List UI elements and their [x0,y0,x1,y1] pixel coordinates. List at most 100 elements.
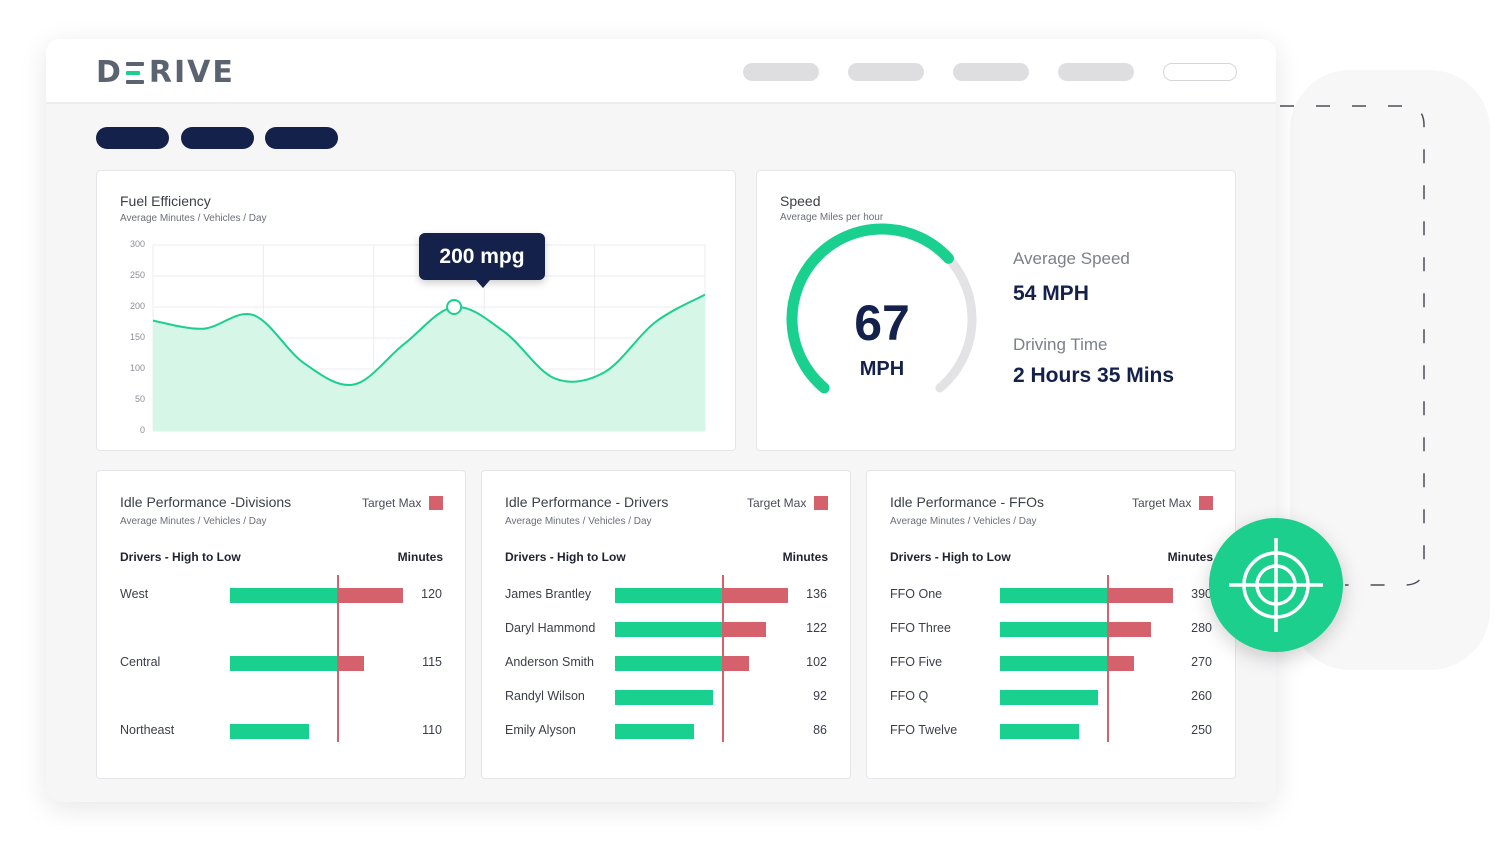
bar-actual[interactable] [1000,588,1108,603]
row-label: FFO Three [890,621,951,635]
bar-actual[interactable] [230,656,338,671]
bar-actual[interactable] [230,588,338,603]
nav-item-3[interactable] [953,63,1029,81]
nav-outline-button[interactable] [1163,63,1237,81]
row-label: Northeast [120,723,175,737]
column-header-name: Drivers - High to Low [505,550,626,564]
data-point-1 [202,328,204,330]
nav-item-1[interactable] [743,63,819,81]
speed-card: Speed Average Miles per hour 67 MPH Aver… [756,170,1236,451]
top-navbar: D RIVE [46,39,1276,104]
card-title: Fuel Efficiency [120,193,211,209]
bar-over-target[interactable] [1108,588,1173,603]
bar-over-target[interactable] [1108,656,1134,671]
column-header-name: Drivers - High to Low [120,550,241,564]
card-title: Speed [780,193,821,209]
bar-over-target[interactable] [723,622,766,637]
nav-item-4[interactable] [1058,63,1134,81]
row-value: 260 [1191,689,1212,703]
row-label: Daryl Hammond [505,621,596,635]
column-header-value: Minutes [782,550,828,564]
y-tick-label: 0 [139,425,145,435]
idle-card-2: Idle Performance - Drivers Average Minute… [481,470,851,779]
idle-card-3: Idle Performance - FFOs Average Minutes /… [866,470,1236,779]
row-label: West [120,587,149,601]
idle-card-1: Idle Performance -Divisions Average Minut… [96,470,466,779]
bar-actual[interactable] [615,588,723,603]
bar-actual[interactable] [615,724,694,739]
row-value: 120 [421,587,442,601]
row-value: 115 [422,655,442,669]
data-point-10 [654,322,656,324]
bar-over-target[interactable] [338,588,403,603]
bar-actual[interactable] [615,656,723,671]
legend-swatch [1199,496,1214,510]
fuel-area-chart[interactable] [97,171,737,452]
row-label: Emily Alyson [505,723,576,737]
legend: Target Max [362,496,444,510]
chart-tooltip: 200 mpg [419,233,545,288]
column-header-value: Minutes [1167,550,1213,564]
y-tick-label: 200 [129,301,145,311]
row-label: Randyl Wilson [505,689,585,703]
data-point-0 [152,320,154,322]
average-speed-label: Average Speed [1013,249,1130,268]
card-subtitle: Average Miles per hour [780,212,884,223]
bar-over-target[interactable] [338,656,364,671]
bar-actual[interactable] [615,622,723,637]
data-point-3 [303,362,305,364]
y-tick-label: 250 [129,270,145,280]
bar-actual[interactable] [1000,690,1098,705]
card-subtitle: Average Minutes / Vehicles / Day [890,516,1037,527]
bar-actual[interactable] [230,724,309,739]
legend-label: Target Max [362,496,422,510]
tab-1[interactable] [96,127,169,149]
target-badge[interactable] [1209,518,1343,652]
derive-logo[interactable]: D RIVE [96,55,235,90]
bar-over-target[interactable] [723,656,749,671]
legend-swatch [814,496,829,510]
gauge-value: 67 [854,295,910,351]
bar-actual[interactable] [1000,656,1108,671]
row-value: 270 [1191,655,1212,669]
bar-over-target[interactable] [1108,622,1151,637]
series-line [152,293,706,386]
card-subtitle: Average Minutes / Vehicles / Day [505,516,652,527]
driving-time-value: 2 Hours 35 Mins [1013,364,1175,387]
row-value: 110 [422,723,442,737]
row-value: 122 [806,621,827,635]
card-title: Idle Performance - FFOs [890,494,1045,510]
row-value: 280 [1191,621,1212,635]
gauge-fill [786,223,954,394]
row-label: Central [120,655,161,669]
driving-time-label: Driving Time [1013,335,1108,354]
legend-swatch [429,496,444,510]
bar-over-target[interactable] [723,588,788,603]
row-value: 390 [1191,587,1212,601]
speed-gauge [786,223,977,394]
data-point-4 [353,384,355,386]
tab-3[interactable] [265,127,338,149]
data-point-11 [704,294,706,296]
fuel-efficiency-card: Fuel Efficiency Average Minutes / Vehicl… [96,170,736,451]
nav-item-2[interactable] [848,63,924,81]
bar-actual[interactable] [1000,724,1079,739]
average-speed-value: 54 MPH [1013,282,1089,305]
data-point-7 [503,331,505,333]
card-subtitle: Average Minutes / Vehicles / Day [120,516,267,527]
row-label: FFO Five [890,655,943,669]
column-header-value: Minutes [397,550,443,564]
crosshair-icon [1229,538,1323,632]
data-point-8 [553,377,555,379]
legend-label: Target Max [1132,496,1192,510]
bar-actual[interactable] [615,690,713,705]
bar-actual[interactable] [1000,622,1108,637]
tab-2[interactable] [181,127,254,149]
logo-e-mark-icon [125,61,146,85]
data-point-9 [604,371,606,373]
highlighted-point [446,299,463,315]
legend-label: Target Max [747,496,807,510]
row-label: Anderson Smith [505,655,594,669]
